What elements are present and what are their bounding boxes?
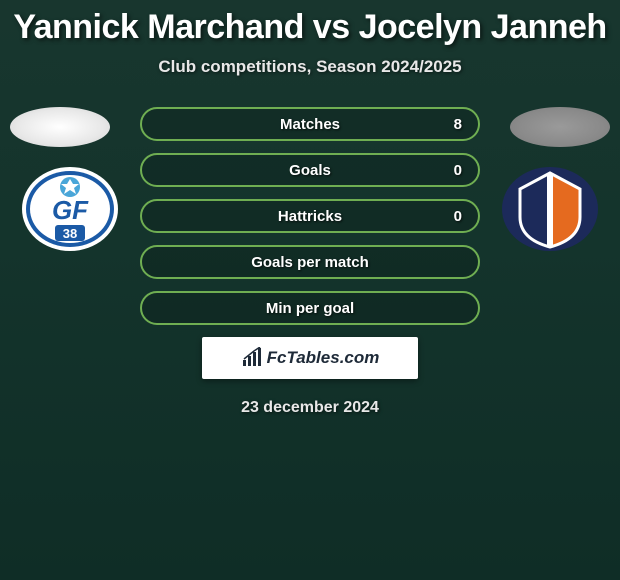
svg-text:38: 38: [63, 226, 77, 241]
comparison-content: GF 38 Matches 8 Goals 0 Hattricks 0 Goal…: [0, 107, 620, 417]
stat-label: Matches: [280, 116, 340, 133]
watermark-badge: FcTables.com: [202, 337, 418, 379]
page-title: Yannick Marchand vs Jocelyn Janneh: [0, 0, 620, 47]
stat-row-goals: Goals 0: [140, 153, 480, 187]
stats-container: Matches 8 Goals 0 Hattricks 0 Goals per …: [140, 107, 480, 325]
stat-label: Goals: [289, 162, 331, 179]
watermark-text: FcTables.com: [267, 348, 380, 368]
stat-label: Min per goal: [266, 300, 354, 317]
right-player-oval: [510, 107, 610, 147]
left-club-badge: GF 38: [20, 167, 120, 252]
stat-value-right: 8: [454, 116, 462, 133]
right-club-badge: [500, 167, 600, 252]
svg-text:GF: GF: [52, 195, 89, 225]
stat-row-hattricks: Hattricks 0: [140, 199, 480, 233]
stat-row-matches: Matches 8: [140, 107, 480, 141]
stat-value-right: 0: [454, 208, 462, 225]
stat-label: Goals per match: [251, 254, 369, 271]
stat-label: Hattricks: [278, 208, 342, 225]
date-text: 23 december 2024: [0, 399, 620, 417]
chart-icon: [241, 347, 263, 369]
stat-row-goals-per-match: Goals per match: [140, 245, 480, 279]
season-subtitle: Club competitions, Season 2024/2025: [0, 57, 620, 77]
stat-value-right: 0: [454, 162, 462, 179]
stat-row-min-per-goal: Min per goal: [140, 291, 480, 325]
left-player-oval: [10, 107, 110, 147]
